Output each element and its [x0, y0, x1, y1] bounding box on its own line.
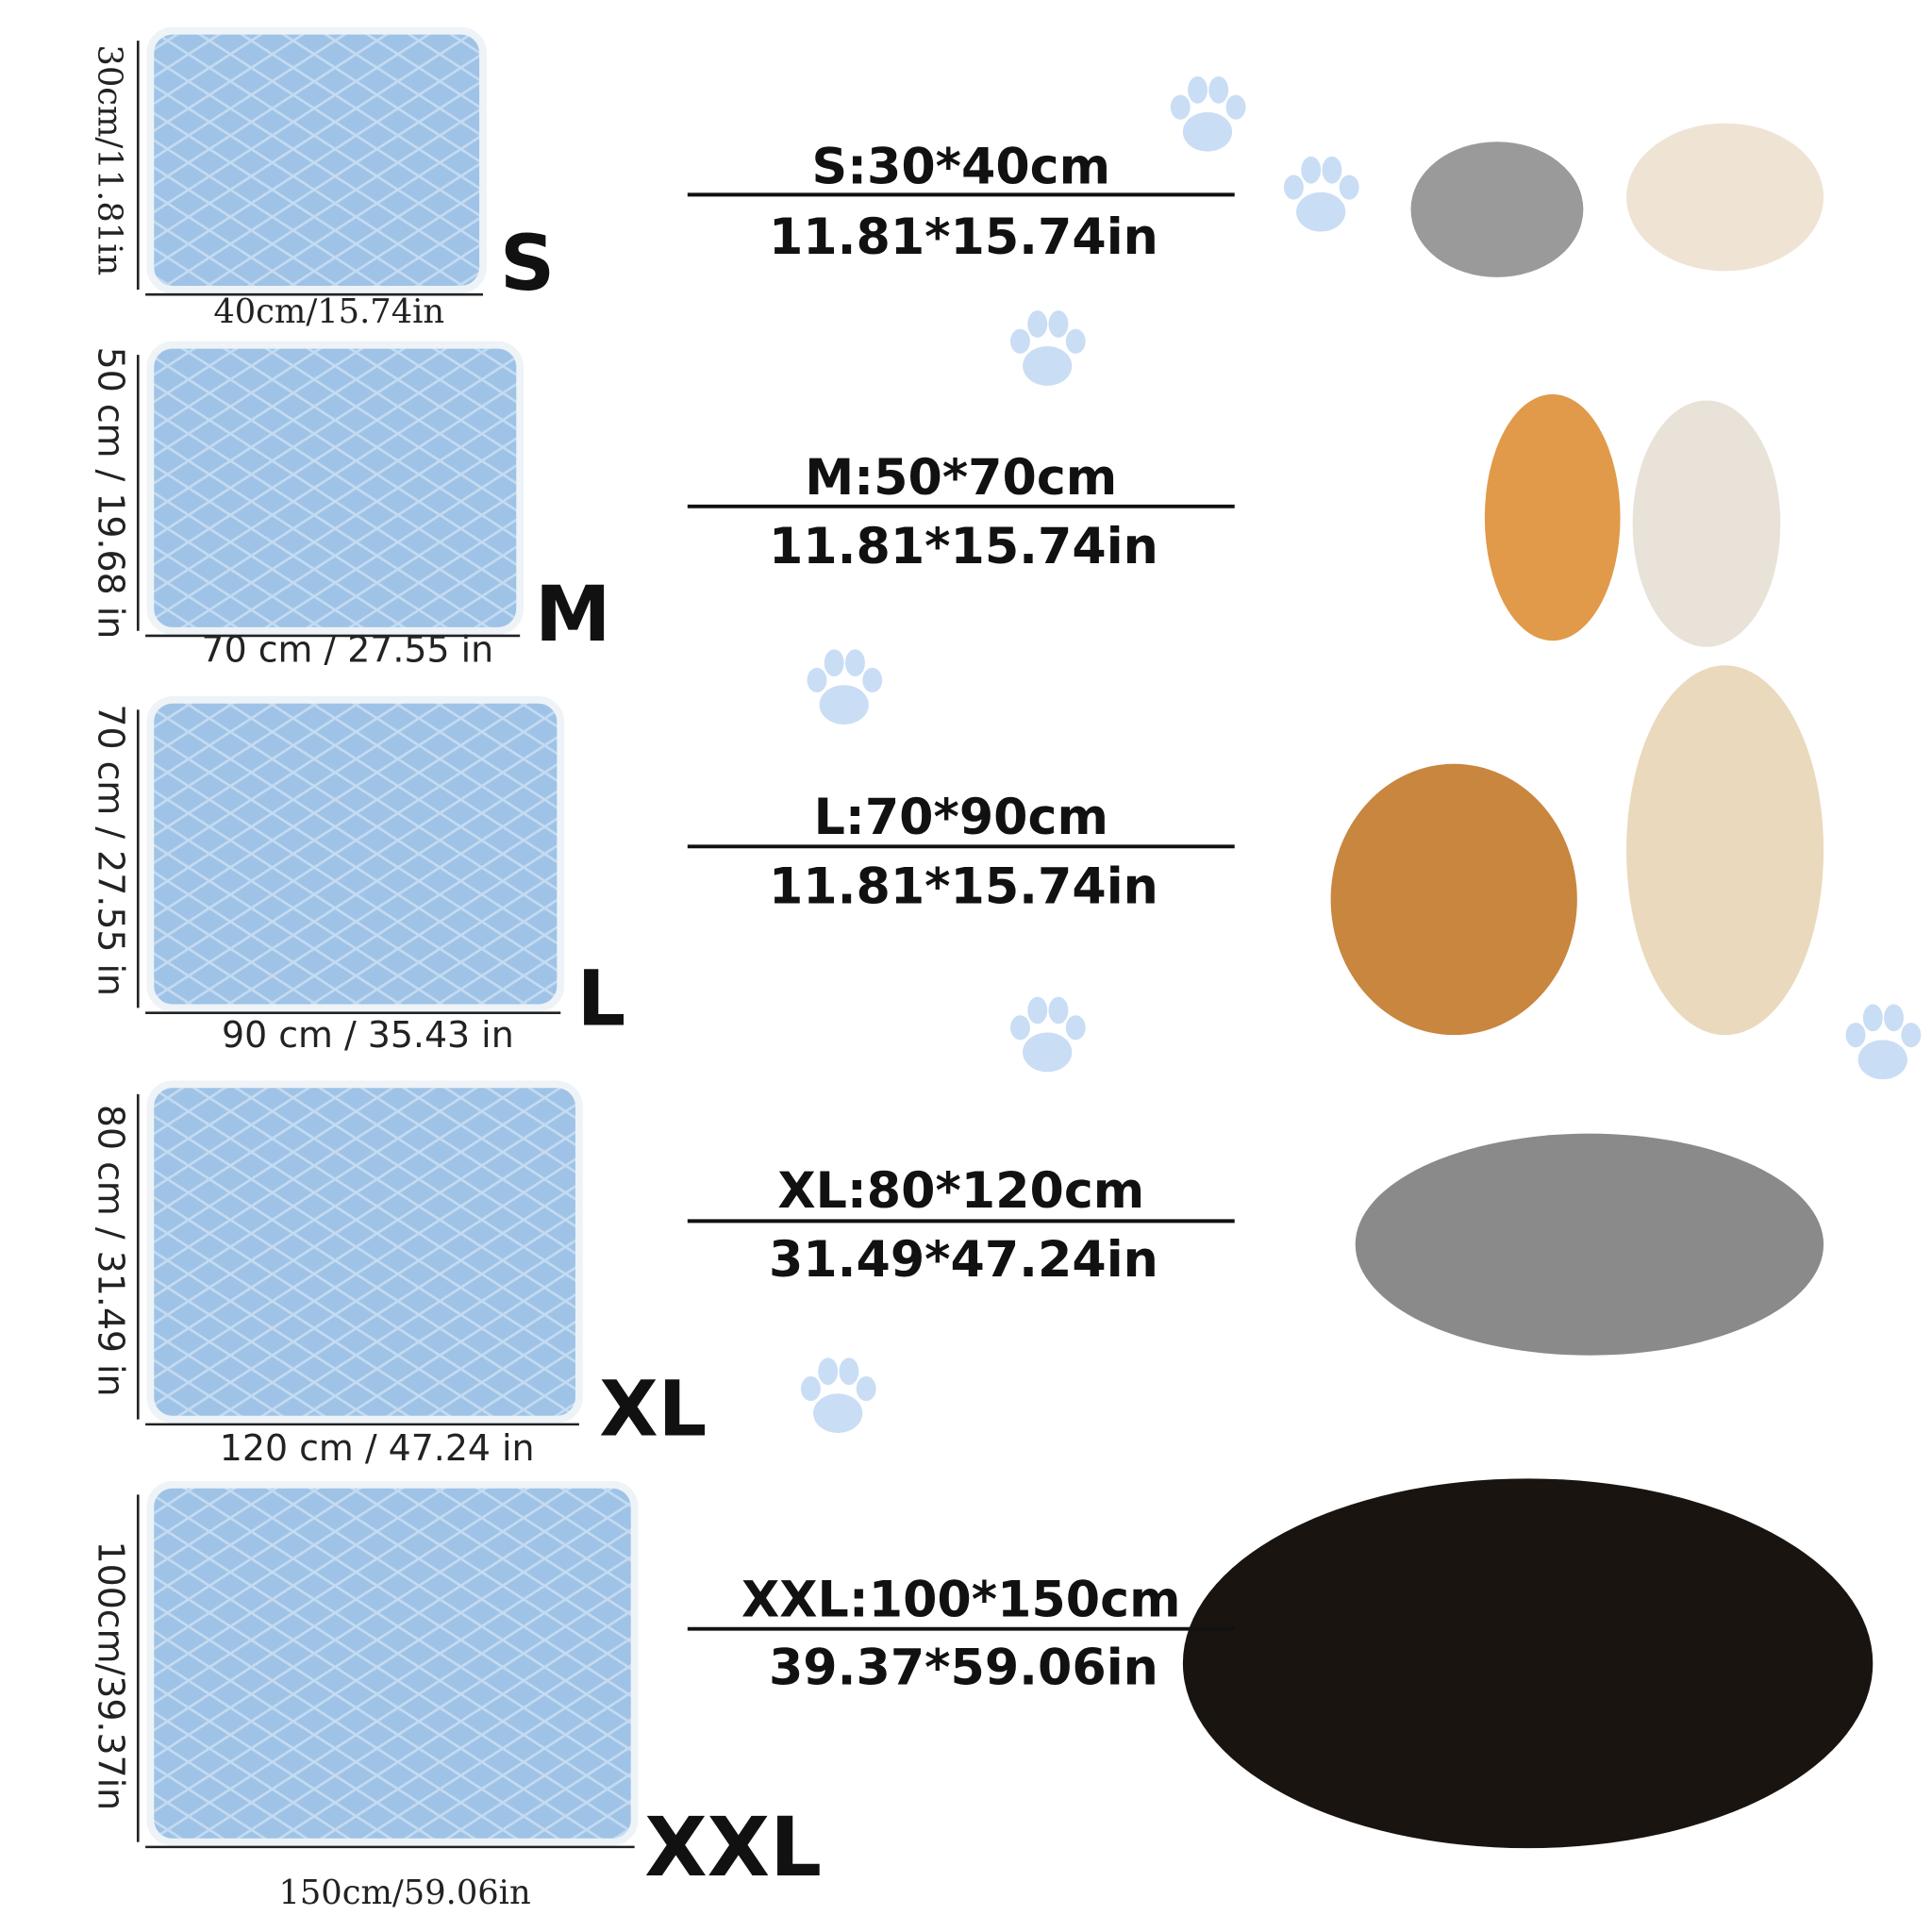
size-cm: S:30*40cm — [811, 140, 1110, 196]
mat — [146, 1480, 639, 1846]
width-label: 120 cm / 47.24 in — [220, 1427, 535, 1469]
size-letter: L — [577, 956, 626, 1044]
size-letter: M — [535, 571, 611, 659]
size-cm: M:50*70cm — [805, 450, 1117, 507]
width-label: 150cm/59.06in — [278, 1874, 530, 1912]
height-label: 50 cm / 19.68 in — [90, 347, 131, 640]
size-in: 39.37*59.06in — [769, 1640, 1158, 1696]
size-in: 11.81*15.74in — [769, 858, 1158, 915]
size-cm: XL:80*120cm — [777, 1163, 1144, 1220]
height-label: 70 cm / 27.55 in — [90, 704, 131, 996]
height-label: 30cm/11.81in — [90, 44, 128, 275]
size-cm: XXL:100*150cm — [741, 1573, 1181, 1629]
size-letter: S — [500, 220, 555, 308]
size-letter: XL — [599, 1366, 707, 1455]
height-label: 80 cm / 31.49 in — [90, 1105, 131, 1397]
size-cm: L:70*90cm — [814, 790, 1108, 846]
decorations — [800, 75, 1922, 1849]
size-letter: XXL — [644, 1801, 822, 1895]
mat — [146, 341, 525, 635]
height-label: 100cm/39.37in — [90, 1541, 131, 1811]
width-label: 90 cm / 35.43 in — [222, 1014, 514, 1056]
size-in: 31.49*47.24in — [769, 1232, 1158, 1289]
mat — [146, 695, 565, 1012]
size-in: 11.81*15.74in — [769, 209, 1158, 266]
width-label: 70 cm / 27.55 in — [201, 628, 493, 670]
mat — [146, 1080, 583, 1424]
width-label: 40cm/15.74in — [213, 292, 444, 331]
mat — [146, 26, 487, 293]
size-in: 11.81*15.74in — [769, 519, 1158, 575]
